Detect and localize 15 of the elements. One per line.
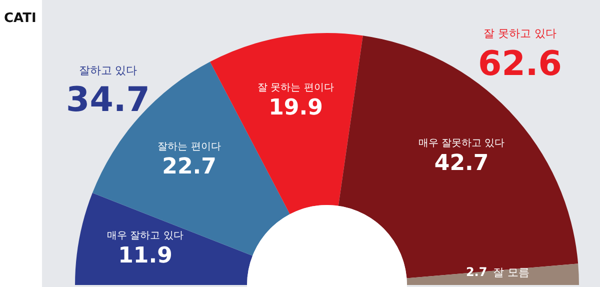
text: 잘하고 있다 bbox=[78, 64, 138, 77]
slice-label: 잘 못하는 편이다 bbox=[258, 82, 334, 94]
data-label: 2.7 bbox=[466, 264, 488, 279]
data-label: 42.7 bbox=[434, 151, 489, 176]
text: 34.7 bbox=[66, 80, 150, 120]
slice-label: 매우 잘하고 있다 bbox=[107, 230, 184, 242]
data-label: 19.9 bbox=[268, 96, 323, 121]
slice-label: 잘하는 편이다 bbox=[158, 141, 221, 152]
text: 잘 못하고 있다 bbox=[484, 27, 556, 40]
text: 62.6 bbox=[478, 44, 562, 84]
data-label: 11.9 bbox=[118, 244, 172, 269]
slice-label: 잘 모름 bbox=[493, 266, 530, 279]
slice-label: 매우 잘못하고 있다 bbox=[418, 138, 505, 150]
chart-title: CATI bbox=[4, 11, 36, 26]
data-label: 22.7 bbox=[162, 154, 216, 180]
